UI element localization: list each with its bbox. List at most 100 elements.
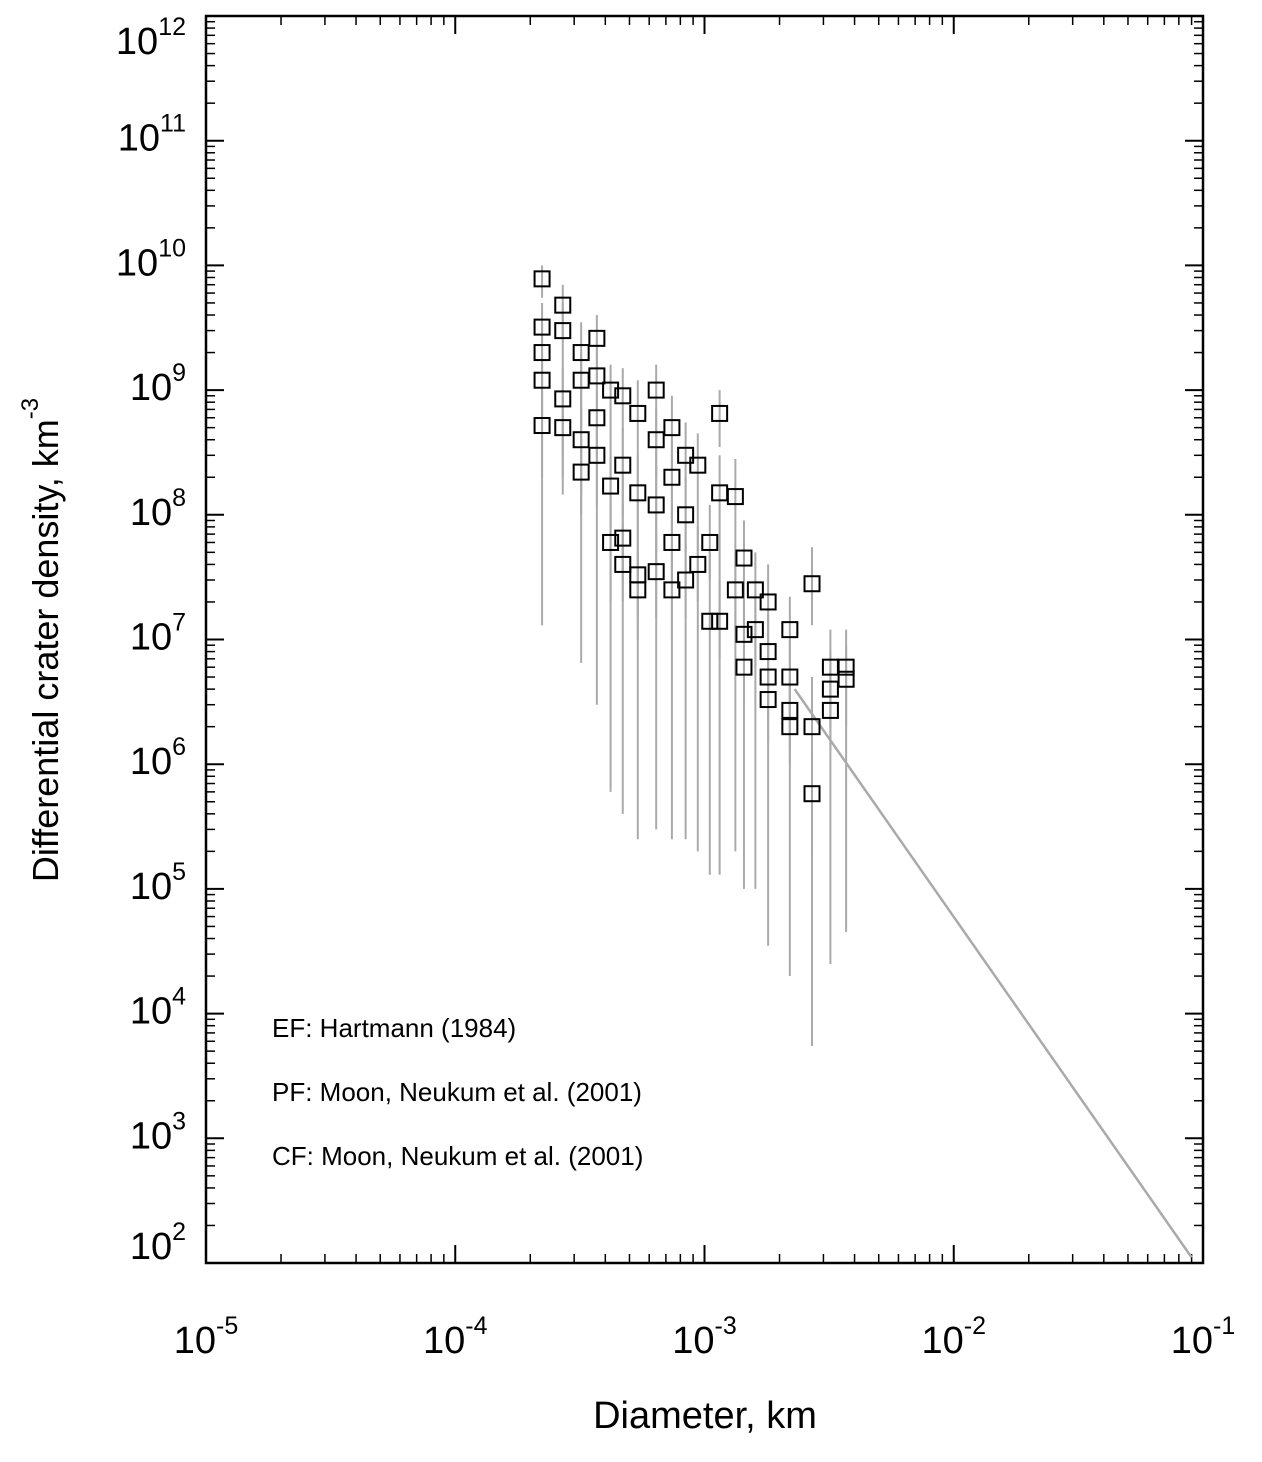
- x-tick-label-base: 10: [423, 1320, 465, 1362]
- y-tick-label-base: 10: [118, 118, 160, 160]
- data-point: [711, 612, 729, 630]
- data-point: [803, 785, 821, 803]
- x-tick-label-base: 10: [174, 1320, 216, 1362]
- data-point: [588, 367, 606, 385]
- y-tick-label-exponent: 12: [158, 13, 186, 41]
- data-point: [711, 404, 729, 422]
- y-tick-label-base: 10: [130, 492, 172, 534]
- data-point: [533, 371, 551, 389]
- data-point: [588, 329, 606, 347]
- data-point: [803, 718, 821, 736]
- data-point: [759, 691, 777, 709]
- data-point: [572, 463, 590, 481]
- plot-frame: [204, 14, 1205, 1265]
- y-tick-label-base: 10: [130, 617, 172, 659]
- y-tick-label-exponent: 4: [172, 982, 186, 1010]
- y-tick-label-base: 10: [116, 242, 158, 284]
- data-point: [746, 581, 764, 599]
- data-point: [726, 488, 744, 506]
- y-tick-label-exponent: 6: [172, 733, 186, 761]
- y-tick-label: 1010: [116, 234, 186, 284]
- y-tick-label-exponent: 10: [158, 234, 186, 262]
- data-point: [629, 566, 647, 584]
- data-point: [821, 701, 839, 719]
- data-point: [533, 270, 551, 288]
- y-tick-label-exponent: 5: [172, 858, 186, 886]
- data-point: [663, 468, 681, 486]
- data-point: [735, 658, 753, 676]
- annotation: PF: Moon, Neukum et al. (2001): [272, 1077, 642, 1107]
- data-point: [701, 533, 719, 551]
- y-tick-label: 108: [130, 483, 186, 533]
- data-point: [554, 419, 572, 437]
- data-point: [726, 581, 744, 599]
- y-tick-label: 1011: [118, 109, 186, 159]
- y-tick-label: 1012: [116, 13, 186, 63]
- data-point: [647, 381, 665, 399]
- data-point: [689, 555, 707, 573]
- data-point: [554, 296, 572, 314]
- fit-line: [793, 688, 1193, 1259]
- data-point: [614, 456, 632, 474]
- data-point: [663, 419, 681, 437]
- data-point: [554, 390, 572, 408]
- data-point: [602, 533, 620, 551]
- y-tick-label: 107: [130, 608, 186, 658]
- y-axis-label-text: Differential crater density, km: [25, 419, 66, 882]
- x-tick-label-exponent: -2: [964, 1312, 986, 1340]
- data-point: [677, 571, 695, 589]
- data-point: [821, 680, 839, 698]
- x-tick-label: 10-4: [423, 1312, 488, 1362]
- y-tick-label-exponent: 3: [172, 1107, 186, 1135]
- data-point: [533, 344, 551, 362]
- x-tick-label: 10-3: [672, 1312, 737, 1362]
- x-tick-label-base: 10: [921, 1320, 963, 1362]
- y-tick-label: 106: [130, 733, 186, 783]
- y-axis-label-superscript: -3: [17, 398, 44, 419]
- y-axis-label: Differential crater density, km-3: [17, 398, 65, 882]
- y-tick-label: 104: [130, 982, 186, 1032]
- y-tick-label-base: 10: [130, 1115, 172, 1157]
- y-tick-label: 105: [130, 858, 186, 908]
- data-point: [602, 381, 620, 399]
- data-point: [803, 575, 821, 593]
- data-point: [677, 446, 695, 464]
- data-point: [735, 625, 753, 643]
- data-point: [781, 621, 799, 639]
- x-tick-label: 10-1: [1171, 1312, 1236, 1362]
- x-tick-label-exponent: -5: [216, 1312, 238, 1340]
- data-point: [663, 533, 681, 551]
- data-point: [781, 718, 799, 736]
- data-point: [689, 456, 707, 474]
- data-point: [614, 555, 632, 573]
- y-tick-label: 109: [130, 359, 186, 409]
- y-tick-label-exponent: 2: [172, 1218, 186, 1246]
- data-point: [614, 529, 632, 547]
- data-point: [647, 496, 665, 514]
- data-point: [588, 446, 606, 464]
- data-point: [759, 593, 777, 611]
- data-point: [759, 643, 777, 661]
- data-point: [837, 658, 855, 676]
- data-point: [781, 668, 799, 686]
- y-tick-label-exponent: 8: [172, 483, 186, 511]
- data-point: [647, 431, 665, 449]
- x-tick-label-exponent: -3: [715, 1312, 737, 1340]
- x-tick-label: 10-2: [921, 1312, 986, 1362]
- data-point: [781, 701, 799, 719]
- data-point: [602, 477, 620, 495]
- data-point: [533, 417, 551, 435]
- y-tick-label-base: 10: [130, 866, 172, 908]
- y-tick-label-base: 10: [130, 367, 172, 409]
- data-point: [746, 621, 764, 639]
- x-tick-label-exponent: -1: [1213, 1312, 1235, 1340]
- data-point: [677, 506, 695, 524]
- data-point: [837, 670, 855, 688]
- x-axis-label: Diameter, km: [593, 1395, 817, 1437]
- x-tick-label: 10-5: [174, 1312, 239, 1362]
- data-point: [629, 404, 647, 422]
- y-tick-label-base: 10: [130, 1226, 172, 1268]
- annotation: CF: Moon, Neukum et al. (2001): [272, 1141, 643, 1171]
- y-tick-label: 102: [130, 1218, 186, 1268]
